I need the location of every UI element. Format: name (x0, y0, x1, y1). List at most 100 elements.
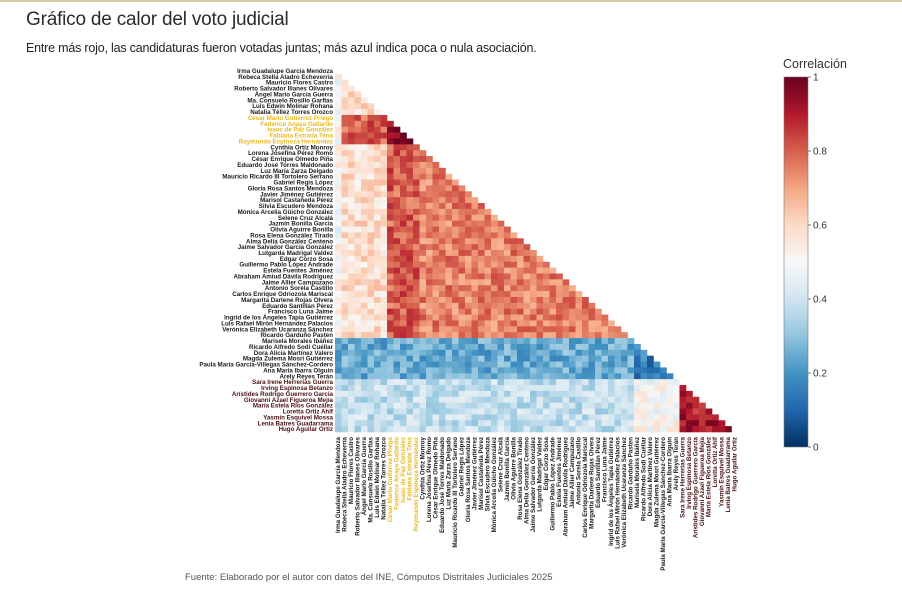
heatmap-cell (504, 255, 511, 263)
heatmap-cell (523, 414, 531, 421)
heatmap-cell (666, 396, 674, 403)
heatmap-cell (445, 308, 453, 315)
heatmap-cell (673, 420, 680, 427)
heatmap-cell (367, 291, 375, 298)
heatmap-cell (348, 390, 355, 398)
heatmap-cell (387, 220, 394, 227)
x-axis-labels: Irma Guadalupe García Mendoza Rebeca Stel… (335, 436, 739, 571)
x-axis-label: Mónica Arcelia Güicho González (491, 437, 498, 532)
heatmap-cell (374, 402, 381, 409)
heatmap-cell (640, 426, 648, 433)
heatmap-cell (627, 385, 635, 392)
heatmap-cell (380, 232, 388, 239)
heatmap-cell (406, 390, 414, 398)
heatmap-cell (530, 332, 537, 339)
heatmap-cell (523, 261, 531, 268)
heatmap-cell (478, 320, 485, 327)
heatmap-cell (491, 326, 498, 333)
y-axis-label: Marisol Castañeda Pérez (260, 197, 333, 204)
heatmap-cell (478, 308, 485, 315)
heatmap-cell (588, 343, 596, 351)
heatmap-cell (530, 291, 537, 298)
heatmap-cell (354, 203, 362, 210)
x-axis-label: Loretta Ortiz Ahlf (712, 436, 719, 487)
heatmap-cell (426, 379, 433, 386)
heatmap-cell (419, 197, 427, 204)
heatmap-cell (380, 291, 388, 298)
heatmap-cell (601, 414, 609, 421)
heatmap-cell (491, 220, 498, 227)
heatmap-cell (387, 408, 394, 415)
heatmap-cell (348, 367, 355, 374)
heatmap-cell (491, 332, 498, 339)
heatmap-cell (484, 208, 492, 216)
heatmap-cell (588, 367, 596, 374)
heatmap-cell (452, 408, 459, 415)
heatmap-cell (335, 285, 342, 292)
heatmap-cell (471, 343, 479, 351)
heatmap-cell (419, 385, 427, 392)
heatmap-cell (530, 385, 537, 392)
heatmap-cell (523, 402, 531, 409)
heatmap-cell (452, 326, 459, 333)
heatmap-cell (543, 343, 550, 351)
heatmap-cell (465, 302, 472, 310)
heatmap-cell (471, 208, 479, 216)
heatmap-cell (465, 320, 472, 327)
heatmap-cell (452, 273, 459, 280)
heatmap-cell (361, 191, 368, 198)
heatmap-cell (497, 396, 505, 403)
heatmap-cell (348, 349, 355, 356)
heatmap-cell (484, 285, 492, 292)
heatmap-cell (478, 326, 485, 333)
heatmap-cell (445, 238, 453, 245)
heatmap-cell (354, 308, 362, 315)
heatmap-cell (367, 396, 375, 403)
heatmap-cell (504, 326, 511, 333)
heatmap-cell (335, 197, 342, 204)
heatmap-cell (426, 267, 433, 274)
heatmap-cell (341, 291, 349, 298)
heatmap-cell (374, 156, 381, 163)
heatmap-cell (348, 332, 355, 339)
heatmap-cell (400, 320, 407, 327)
heatmap-cell (445, 338, 453, 345)
heatmap-cell (354, 250, 362, 257)
heatmap-cell (354, 379, 362, 386)
heatmap-cell (517, 420, 524, 427)
heatmap-cell (361, 132, 368, 139)
heatmap-cell (543, 414, 550, 421)
heatmap-cell (341, 226, 349, 233)
heatmap-cell (491, 296, 498, 304)
heatmap-cell (419, 379, 427, 386)
heatmap-cell (627, 414, 635, 421)
heatmap-cell (400, 220, 407, 227)
heatmap-cell (354, 326, 362, 333)
heatmap-cell (387, 214, 394, 221)
heatmap-cell (419, 150, 427, 157)
heatmap-cell (393, 261, 401, 268)
heatmap-cell (510, 296, 518, 304)
heatmap-cell (588, 355, 596, 362)
heatmap-cell (380, 390, 388, 398)
heatmap-cell (432, 185, 440, 192)
heatmap-cell (361, 285, 368, 292)
heatmap-cell (419, 267, 427, 274)
heatmap-cell (335, 250, 342, 257)
heatmap-cell (380, 208, 388, 216)
heatmap-cell (406, 373, 414, 380)
heatmap-cell (439, 373, 446, 380)
heatmap-cell (549, 302, 557, 310)
heatmap-cell (348, 120, 355, 128)
heatmap-cell (673, 379, 680, 386)
heatmap-cell (400, 314, 407, 321)
heatmap-cell (556, 302, 563, 310)
heatmap-cell (406, 220, 414, 227)
heatmap-cell (660, 385, 667, 392)
heatmap-cell (627, 408, 635, 415)
heatmap-cell (439, 314, 446, 321)
heatmap-cell (504, 302, 511, 310)
heatmap-cell (523, 332, 531, 339)
heatmap-cell (510, 414, 518, 421)
heatmap-cell (335, 167, 342, 174)
